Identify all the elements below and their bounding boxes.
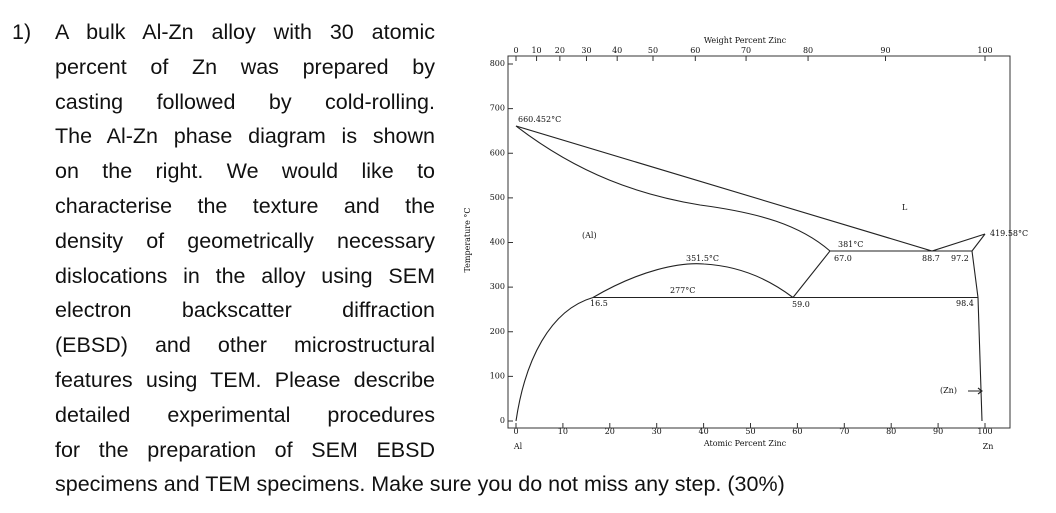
question-line: on the right. We would like to [55,159,435,184]
annotation: 277°C [670,286,695,295]
y-tick-label: 0 [500,416,505,425]
annotation: (Al) [582,231,597,240]
annotation: 67.0 [834,254,852,263]
x-tick-label: 20 [605,427,615,436]
solidus [515,125,831,298]
phase-lines [515,125,986,422]
question-number: 1) [12,20,32,44]
question-line: features using TEM. Please describe [55,368,435,392]
y-tick-label: 600 [490,148,505,157]
question-line: dislocations in the alloy using SEM [55,263,435,288]
annotation: 88.7 [922,254,940,263]
question-line: for the preparation of SEM EBSD [55,437,435,462]
zn-solidus [971,233,986,252]
miscibility-gap [592,263,794,298]
annotation: 16.5 [590,299,608,308]
annotation: 351.5°C [686,254,719,263]
annotation: 97.2 [951,254,969,263]
y-tick-label: 800 [490,59,505,68]
question-line: characterise the texture and the [55,194,435,218]
question-line: A bulk Al-Zn alloy with 30 atomic [55,20,435,44]
arrow [968,387,983,395]
top-tick-label: 20 [555,46,565,55]
x-tick-label: 40 [699,427,709,436]
zn-solvus [830,250,983,422]
top-tick-label: 40 [612,46,622,55]
top-tick-label: 30 [581,46,591,55]
y-tick-label: 100 [490,371,505,380]
question-line: (EBSD) and other microstructural [55,333,435,358]
x-tick-label: 30 [652,427,662,436]
question-line: casting followed by cold-rolling. [55,89,435,114]
top-tick-label: 100 [977,46,992,55]
x-tick-label: 100 [977,427,992,436]
x-tick-label: 70 [839,427,849,436]
question-line: percent of Zn was prepared by [55,54,435,79]
annotation: 419.58°C [990,229,1028,238]
y-tick-label: 400 [490,238,505,247]
question-line: density of geometrically necessary [55,228,435,253]
question-line: The Al-Zn phase diagram is shown [55,124,435,149]
x-axis-title: Atomic Percent Zinc [703,439,787,448]
end-label: Zn [983,442,994,451]
top-tick-label: 0 [513,46,518,55]
question-line: detailed experimental procedures [55,402,435,427]
y-tick-label: 300 [490,282,505,291]
annotation: L [902,203,908,212]
x-tick-label: 80 [886,427,896,436]
x-tick-label: 90 [933,427,943,436]
top-axis-title: Weight Percent Zinc [704,36,787,45]
annotation: 381°C [838,240,863,249]
solvus [515,296,594,422]
y-tick-label: 200 [490,327,505,336]
frame [507,55,1011,429]
annotation: (Zn) [940,386,957,395]
question-line: electron backscatter diffraction [55,298,435,323]
annotation: 660.452°C [518,115,561,124]
top-tick-label: 70 [741,46,751,55]
annotation: 98.4 [956,299,974,308]
end-label: Al [513,442,523,451]
top-tick-label: 60 [690,46,700,55]
y-axis-title: Temperature °C [463,207,472,272]
top-tick-label: 90 [880,46,890,55]
question-line: specimens and TEM specimens. Make sure y… [55,472,785,497]
x-tick-label: 0 [513,427,518,436]
top-tick-label: 10 [531,46,541,55]
x-tick-label: 50 [745,427,755,436]
annotation: 59.0 [792,300,810,309]
y-tick-label: 700 [490,104,505,113]
y-tick-label: 500 [490,193,505,202]
top-tick-label: 50 [648,46,658,55]
top-tick-label: 80 [803,46,813,55]
x-tick-label: 60 [792,427,802,436]
x-tick-label: 10 [558,427,568,436]
